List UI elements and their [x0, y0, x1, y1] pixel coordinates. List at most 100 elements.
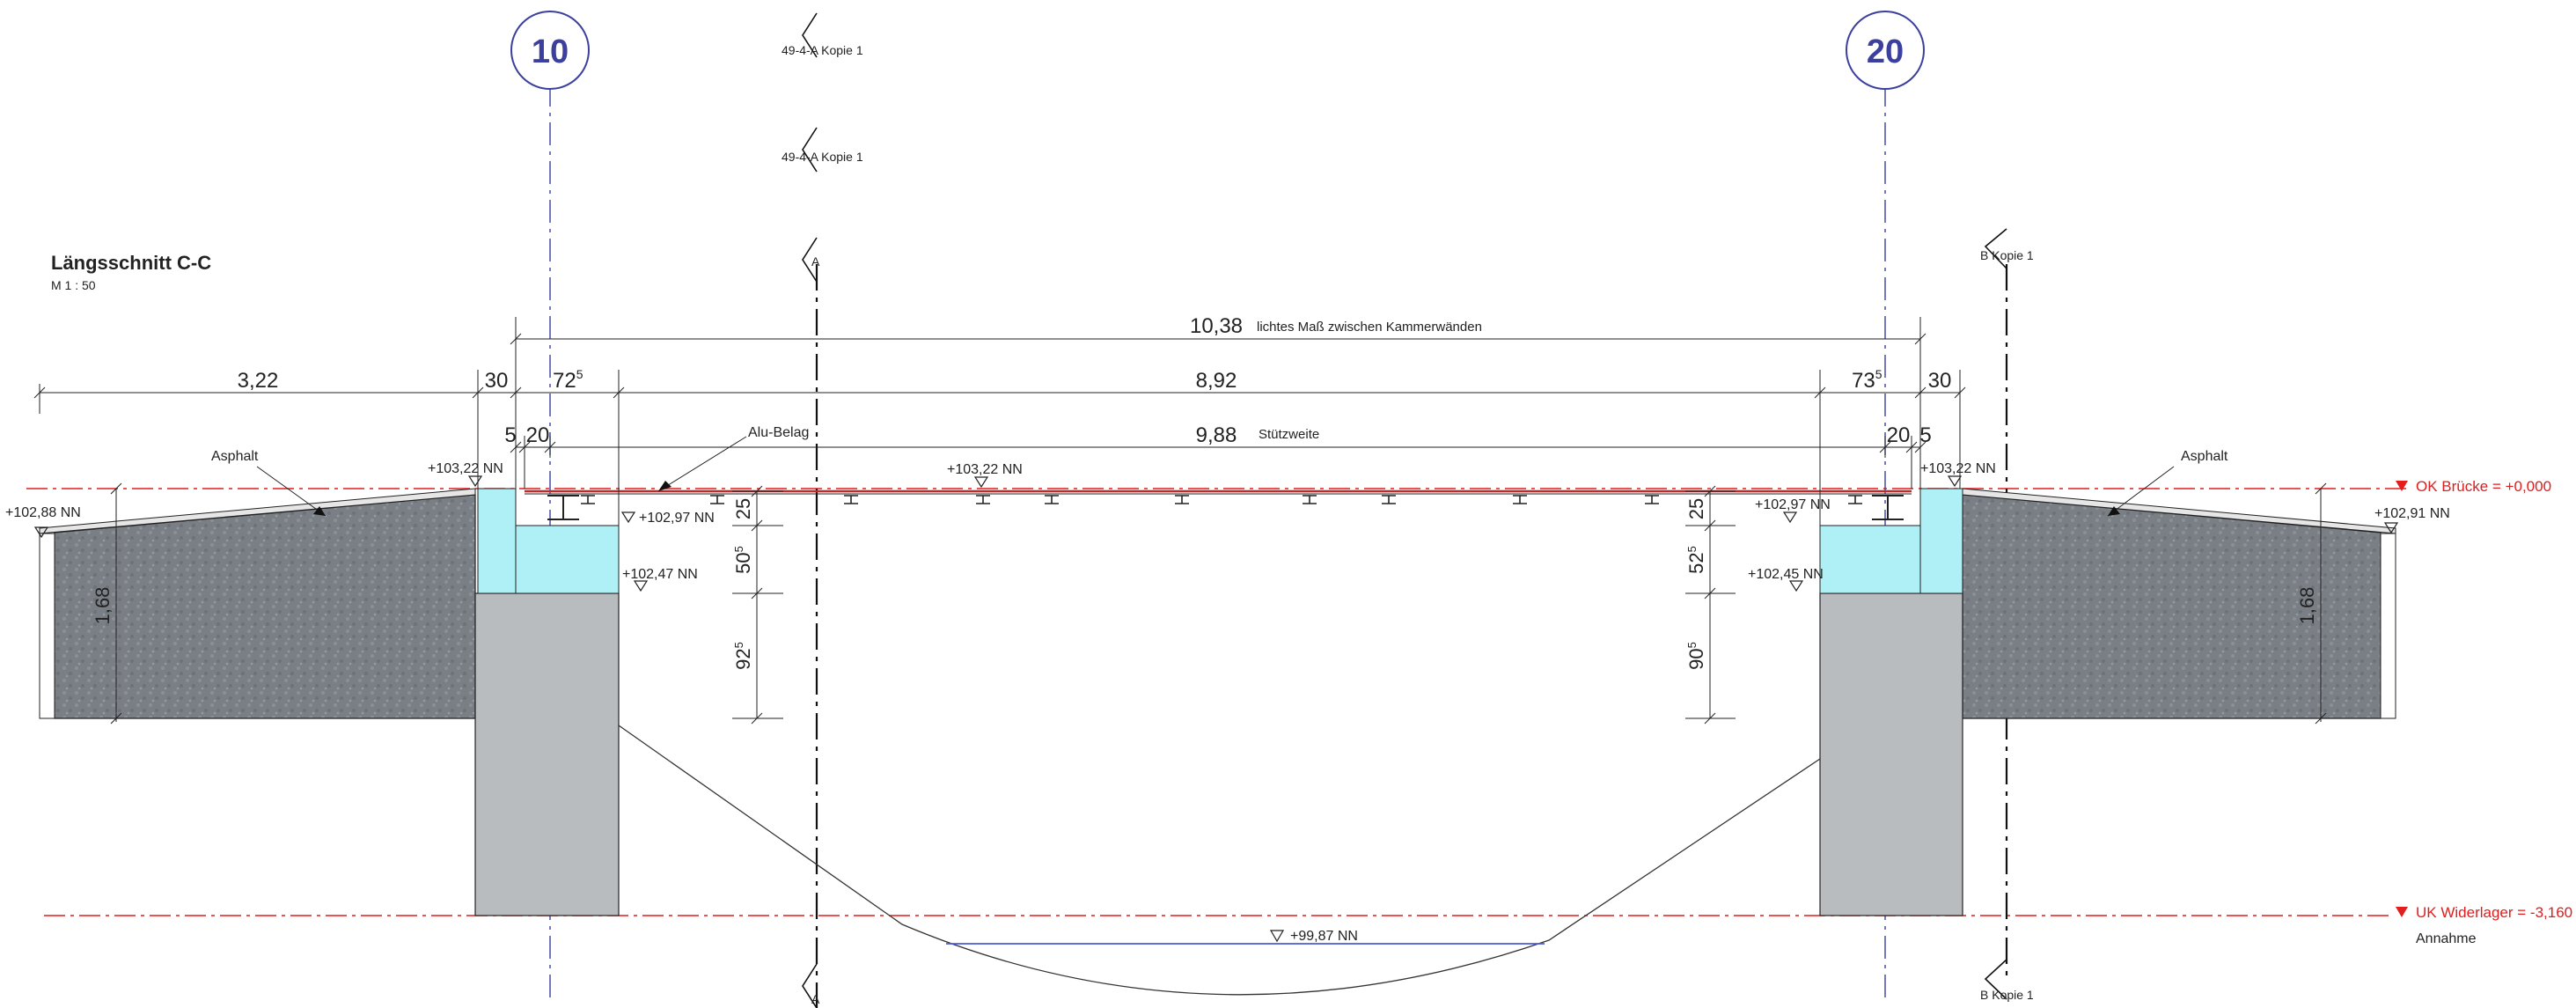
section-arrow-b-bottom-icon	[1984, 959, 2007, 1000]
deck-beam-icon	[1513, 495, 1527, 504]
label-alu-belag: Alu-Belag	[748, 425, 809, 440]
river-bed: +99,87 NN	[618, 725, 1821, 996]
section-arrow-a-bottom-icon	[802, 963, 818, 1008]
dim-left-small-5: 5	[504, 423, 516, 447]
left-chamber-wall	[477, 488, 517, 594]
level-right-seat: +102,97 NN	[1755, 497, 1831, 512]
deck-beam-icon	[581, 495, 595, 504]
level-texts: +102,88 NN +103,22 NN +103,22 NN +102,97…	[5, 461, 2450, 582]
water-level-label: +99,87 NN	[1290, 929, 1358, 944]
section-mark-a-top: A	[811, 254, 820, 269]
label-asphalt-right: Asphalt	[2181, 449, 2228, 464]
asphalt-left-arrow-icon	[313, 506, 326, 516]
dim-stuetzweite: 9,88	[1196, 423, 1237, 447]
section-arrow-top-2-icon	[802, 127, 818, 173]
level-left-top: +103,22 NN	[428, 461, 503, 476]
leader-asphalt-right	[2107, 466, 2175, 517]
ok-level-marker-icon	[2396, 481, 2408, 491]
deck-beam-icon	[710, 495, 724, 504]
axis-label-20: 20	[1867, 33, 1904, 70]
deck-beam-icon	[1045, 495, 1059, 504]
uk-widerlager-label: UK Widerlager = -3,160	[2416, 904, 2572, 921]
annahme-label: Annahme	[2416, 931, 2477, 946]
right-fill-edge	[2380, 533, 2396, 719]
level-right-terrain-icon	[2383, 522, 2399, 534]
section-mark-b-bottom: B Kopie 1	[1980, 988, 2034, 1002]
uk-level-marker-icon	[2396, 907, 2408, 917]
dim-left-fill-height: 1,68	[92, 587, 114, 625]
right-bearing-seat	[1819, 525, 1921, 594]
left-bearing-seat	[515, 525, 620, 594]
section-mark-top-1: 49-4-A Kopie 1	[782, 43, 863, 57]
alu-belag-arrow-icon	[658, 481, 672, 491]
river-bed-line	[618, 725, 1821, 996]
deck-beam-icon	[1382, 495, 1396, 504]
dim-right-small-20: 20	[1887, 423, 1911, 447]
deck-beam-icon	[844, 495, 858, 504]
section-mark-a-bottom: A	[811, 992, 820, 1006]
dim-right-h-52: 525	[1685, 546, 1707, 574]
deck-beam-icon	[976, 495, 990, 504]
dim-left-seat: 725	[553, 367, 583, 393]
leader-alu-belag	[657, 436, 747, 492]
section-arrow-top-1-icon	[802, 12, 818, 58]
dim-left-wall: 30	[485, 369, 509, 393]
level-right-top-icon	[1947, 475, 1963, 488]
section-arrow-a-top-icon	[802, 237, 818, 283]
level-deck-mid: +103,22 NN	[947, 462, 1023, 477]
dim-overall-note: lichtes Maß zwischen Kammerwänden	[1257, 320, 1482, 335]
dim-left-h-50: 505	[732, 546, 754, 574]
deck-beam-icon	[1645, 495, 1659, 504]
material-labels: Asphalt Asphalt Alu-Belag	[211, 425, 2228, 464]
section-arrow-b-top-icon	[1984, 228, 2007, 269]
asphalt-right-arrow-icon	[2108, 506, 2120, 516]
label-asphalt-left: Asphalt	[211, 449, 259, 464]
drawing-title: Längsschnitt C-C	[51, 252, 211, 274]
left-asphalt-layer	[39, 488, 476, 534]
leader-asphalt-left	[256, 466, 327, 517]
left-abutment	[474, 488, 620, 916]
section-mark-top-2: 49-4-A Kopie 1	[782, 150, 863, 164]
level-right-base: +102,45 NN	[1748, 567, 1824, 582]
deck-beams	[547, 495, 1904, 520]
dim-right-h-25: 25	[1685, 498, 1707, 519]
axis-label-10: 10	[532, 33, 569, 70]
dim-right-wall: 30	[1928, 369, 1952, 393]
level-markers	[33, 475, 2399, 592]
deck-beam-icon	[1848, 495, 1862, 504]
deck-beam-icon	[1303, 495, 1317, 504]
dimension-texts: 10,38 lichtes Maß zwischen Kammerwänden …	[92, 314, 2318, 670]
dim-left-h-92: 925	[732, 642, 754, 670]
right-abutment-body	[1819, 592, 1963, 916]
right-fill	[1962, 488, 2396, 719]
end-beam-icon	[547, 495, 579, 520]
section-cut-lines	[802, 12, 2008, 1008]
axis-bubble-10	[510, 11, 590, 90]
level-right-seat-icon	[1782, 511, 1798, 524]
level-left-base: +102,47 NN	[622, 567, 698, 582]
section-mark-b-top: B Kopie 1	[1980, 248, 2034, 262]
dim-left-small-20: 20	[526, 423, 550, 447]
right-chamber-wall	[1919, 488, 1963, 594]
level-deck-mid-icon	[973, 476, 989, 489]
dim-left-h-25: 25	[732, 498, 754, 519]
water-level-marker-icon	[1269, 930, 1285, 943]
level-right-top: +103,22 NN	[1920, 461, 1996, 476]
left-fill	[39, 488, 476, 719]
dim-right-fill-height: 1,68	[2296, 587, 2318, 625]
left-fill-edge	[39, 533, 55, 719]
dim-right-seat: 735	[1852, 367, 1882, 393]
ok-bruecke-label: OK Brücke = +0,000	[2416, 478, 2551, 495]
drawing-scale: M 1 : 50	[51, 278, 96, 292]
level-left-seat: +102,97 NN	[639, 511, 715, 526]
left-abutment-body	[474, 592, 620, 916]
dim-right-h-90: 905	[1685, 642, 1707, 670]
grid-axes: 10 20	[510, 11, 1925, 999]
axis-bubble-20	[1846, 11, 1925, 90]
dim-right-small-5: 5	[1919, 423, 1931, 447]
left-fill-gravel	[54, 494, 476, 719]
level-left-base-icon	[633, 580, 649, 592]
right-abutment	[1819, 488, 1963, 916]
dim-left-approach: 3,22	[238, 369, 279, 393]
